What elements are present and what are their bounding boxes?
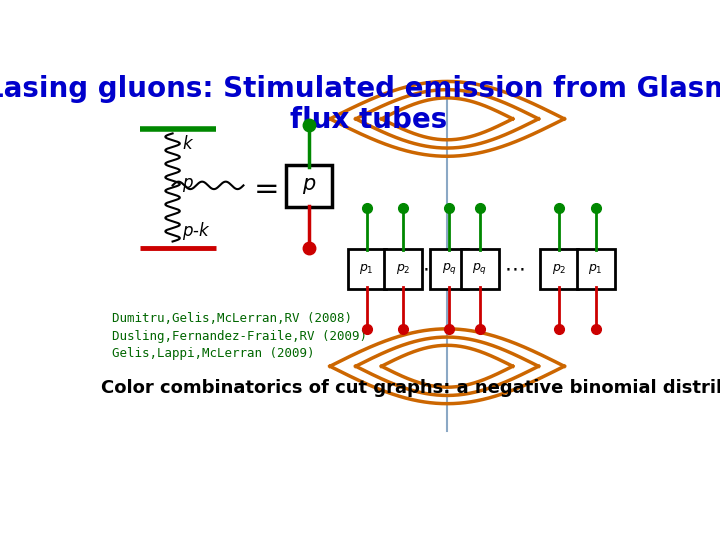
FancyBboxPatch shape [384, 248, 422, 288]
FancyBboxPatch shape [461, 248, 499, 288]
FancyBboxPatch shape [540, 248, 578, 288]
Text: $p_q$: $p_q$ [442, 261, 457, 276]
Text: Color combinatorics of cut graphs: a negative binomial distribution: Color combinatorics of cut graphs: a neg… [101, 379, 720, 397]
Text: $\cdots$: $\cdots$ [504, 259, 524, 279]
Text: $p_1$: $p_1$ [359, 261, 374, 275]
Text: $p$-$k$: $p$-$k$ [182, 220, 211, 242]
FancyBboxPatch shape [287, 165, 332, 207]
Text: $p$: $p$ [182, 177, 194, 194]
Text: $p_1$: $p_1$ [588, 261, 603, 275]
Text: $p_q$: $p_q$ [472, 261, 487, 276]
Text: $p$: $p$ [302, 177, 316, 197]
Text: $p_2$: $p_2$ [552, 261, 567, 275]
Text: $=$: $=$ [248, 173, 278, 202]
Text: $k$: $k$ [182, 135, 194, 153]
Text: $p_2$: $p_2$ [396, 261, 410, 275]
FancyBboxPatch shape [431, 248, 468, 288]
Text: $\cdots$: $\cdots$ [408, 259, 428, 279]
Text: Gelis,Lappi,McLerran (2009): Gelis,Lappi,McLerran (2009) [112, 347, 315, 360]
Text: Lasing gluons: Stimulated emission from Glasma: Lasing gluons: Stimulated emission from … [0, 75, 720, 103]
FancyBboxPatch shape [577, 248, 615, 288]
FancyBboxPatch shape [348, 248, 386, 288]
Text: Dusling,Fernandez-Fraile,RV (2009): Dusling,Fernandez-Fraile,RV (2009) [112, 329, 367, 343]
Text: Dumitru,Gelis,McLerran,RV (2008): Dumitru,Gelis,McLerran,RV (2008) [112, 312, 352, 325]
Text: flux tubes: flux tubes [290, 106, 448, 134]
